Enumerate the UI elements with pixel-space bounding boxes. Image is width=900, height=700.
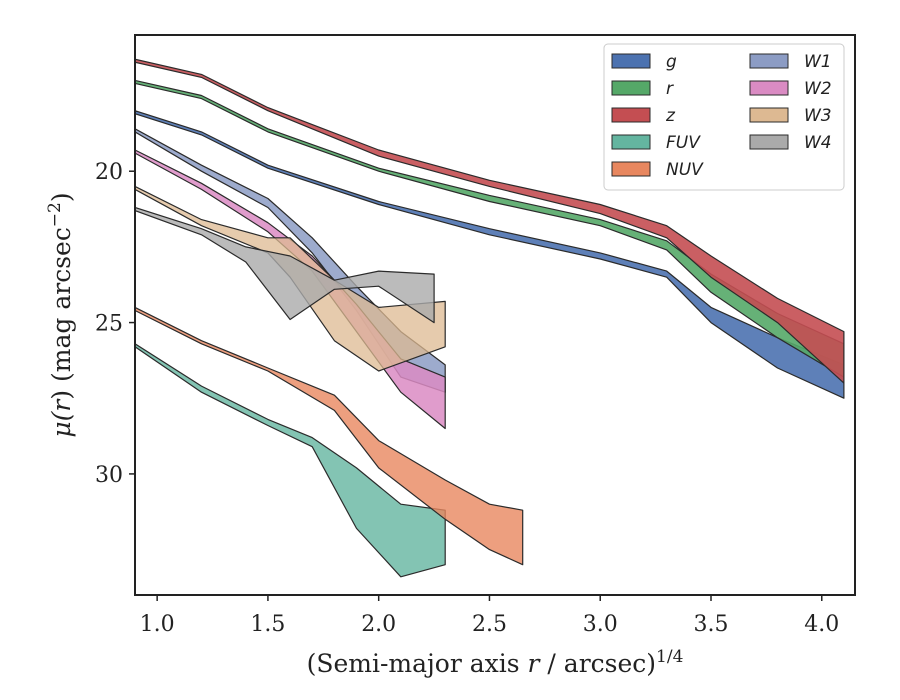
y-tick-label: 20: [95, 160, 123, 185]
band-z: [135, 58, 845, 384]
x-tick-label: 1.0: [140, 612, 175, 637]
legend: grz FUV NUV W1 W2 W3 W4: [603, 43, 845, 191]
legend-label-z: z: [665, 106, 676, 126]
plot-frame: [134, 34, 856, 596]
legend-label-r: r: [666, 79, 674, 99]
x-tick-label: 2.0: [361, 612, 396, 637]
legend-swatch-w1: [749, 53, 789, 69]
legend-label-w4: W4: [804, 133, 832, 153]
band-w3: [135, 185, 446, 372]
y-tick-label: 30: [95, 463, 123, 488]
legend-label-w3: W3: [804, 106, 832, 126]
profile-bands: [135, 58, 845, 578]
x-tick-label: 3.5: [694, 612, 729, 637]
legend-label-g: g: [666, 52, 677, 72]
band-fuv: [135, 343, 446, 578]
y-axis-label: μ(r) (mag arcsec−2): [45, 192, 76, 437]
legend-swatch-g: [611, 53, 651, 69]
legend-label-w2: W2: [804, 79, 832, 99]
x-tick-label: 3.0: [583, 612, 618, 637]
legend-label-nuv: NUV: [666, 160, 704, 180]
band-nuv: [135, 306, 524, 566]
legend-swatch-nuv: [611, 161, 651, 177]
legend-label-w1: W1: [804, 52, 832, 72]
legend-swatch-r: [611, 80, 651, 96]
x-tick-label: 2.5: [472, 612, 507, 637]
legend-swatch-w4: [749, 134, 789, 150]
x-tick-label: 1.5: [250, 612, 285, 637]
band-w4: [135, 206, 435, 324]
x-tick-label: 4.0: [804, 612, 839, 637]
band-g: [135, 110, 845, 399]
legend-swatch-z: [611, 107, 651, 123]
y-tick-label: 25: [95, 312, 123, 337]
legend-swatch-w2: [749, 80, 789, 96]
legend-label-fuv: FUV: [666, 133, 701, 153]
band-w2: [135, 149, 446, 430]
legend-swatch-fuv: [611, 134, 651, 150]
x-axis-label: (Semi-major axis r / arcsec)1/4: [307, 647, 684, 678]
legend-swatch-w3: [749, 107, 789, 123]
